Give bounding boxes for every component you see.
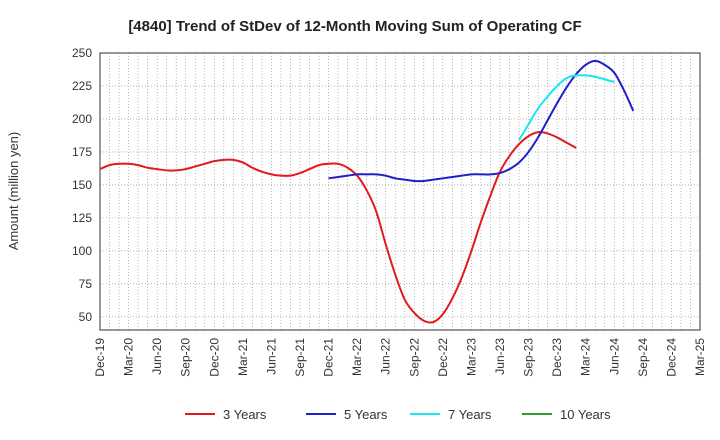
x-tick-label: Sep-23 (522, 338, 536, 377)
x-tick-label: Mar-25 (693, 338, 707, 376)
x-tick-label: Mar-23 (464, 338, 478, 376)
x-tick-label: Mar-21 (236, 338, 250, 376)
y-tick-label: 225 (72, 79, 92, 93)
x-tick-label: Jun-21 (264, 338, 278, 375)
y-tick-label: 175 (72, 145, 92, 159)
legend-label-10-years: 10 Years (560, 407, 611, 422)
x-tick-label: Dec-22 (436, 338, 450, 377)
series-line-7-years (518, 74, 615, 141)
legend-label-3-years: 3 Years (223, 407, 267, 422)
x-tick-label: Sep-20 (179, 338, 193, 377)
x-tick-label: Dec-20 (207, 338, 221, 377)
y-tick-label: 50 (79, 310, 93, 324)
y-tick-label: 200 (72, 112, 92, 126)
chart-title: [4840] Trend of StDev of 12-Month Moving… (128, 18, 581, 35)
x-tick-label: Jun-24 (607, 338, 621, 375)
x-tick-label: Dec-21 (322, 338, 336, 377)
x-tick-label: Jun-23 (493, 338, 507, 375)
series-line-5-years (328, 59, 635, 183)
y-axis-label: Amount (million yen) (6, 132, 21, 251)
y-tick-label: 250 (72, 46, 92, 60)
x-tick-label: Dec-24 (664, 338, 678, 377)
legend-label-7-years: 7 Years (448, 407, 492, 422)
x-tick-label: Mar-22 (350, 338, 364, 376)
y-tick-label: 75 (79, 277, 93, 291)
legend-label-5-years: 5 Years (344, 407, 388, 422)
x-axis-ticks: Dec-19 Mar-20 Jun-20 Sep-20 Dec-20 Mar-21 Jun-… (93, 338, 707, 377)
x-tick-label: Jun-20 (150, 338, 164, 375)
x-tick-label: Sep-24 (636, 338, 650, 377)
x-tick-label: Dec-19 (93, 338, 107, 377)
x-tick-label: Mar-24 (579, 338, 593, 376)
y-tick-label: 150 (72, 178, 92, 192)
legend: 3 Years 5 Years 7 Years 10 Years (185, 407, 611, 422)
series-lines (99, 59, 635, 324)
y-axis-ticks: 50 75 100 125 150 175 200 225 250 (72, 46, 92, 324)
y-tick-label: 100 (72, 244, 92, 258)
y-tick-label: 125 (72, 211, 92, 225)
x-tick-label: Sep-22 (407, 338, 421, 377)
x-tick-label: Dec-23 (550, 338, 564, 377)
plot-area-border (99, 52, 701, 331)
x-tick-label: Mar-20 (122, 338, 136, 376)
x-tick-label: Sep-21 (293, 338, 307, 377)
series-line-3-years (99, 131, 577, 324)
grid (100, 52, 700, 330)
x-tick-label: Jun-22 (379, 338, 393, 375)
